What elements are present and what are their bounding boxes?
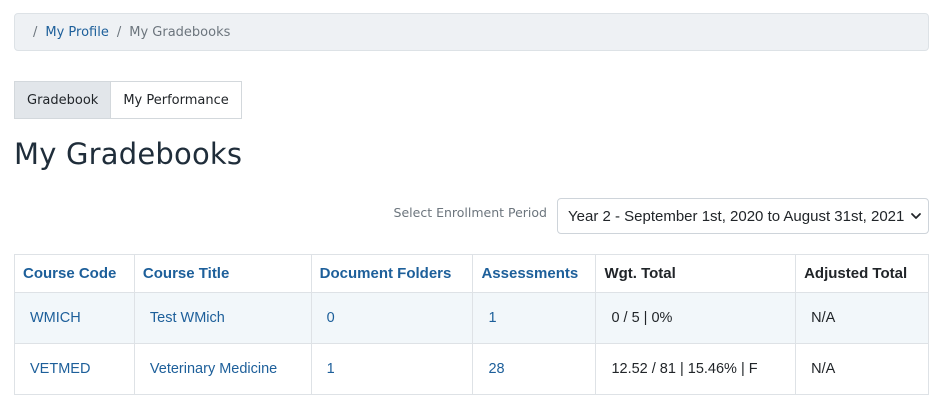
header-course-title[interactable]: Course Title [133,254,312,293]
course-title-link[interactable]: Test WMich [149,310,225,326]
assessments-link[interactable]: 28 [488,361,505,377]
course-code-link[interactable]: VETMED [30,361,91,377]
cell-document-folders: 1 [310,343,474,395]
cell-adjusted-total: N/A [795,343,929,395]
breadcrumb-link-my-profile[interactable]: My Profile [45,24,109,40]
course-title-link[interactable]: Veterinary Medicine [149,361,278,377]
cell-wgt-total: 0 / 5 | 0% [595,292,797,344]
page-title: My Gradebooks [14,137,243,171]
view-tabs: Gradebook My Performance [14,81,242,119]
table-row: WMICH Test WMich 0 1 0 / 5 | 0% N/A [14,292,929,344]
header-assessments[interactable]: Assessments [472,254,597,293]
breadcrumb: / My Profile / My Gradebooks [14,13,929,51]
cell-wgt-total: 12.52 / 81 | 15.46% | F [595,343,797,395]
header-document-folders[interactable]: Document Folders [310,254,474,293]
assessments-link[interactable]: 1 [488,310,497,326]
document-folders-link[interactable]: 1 [326,361,335,377]
cell-adjusted-total: N/A [795,292,929,344]
header-wgt-total: Wgt. Total [595,254,797,293]
cell-course-title: Test WMich [133,292,312,344]
document-folders-link[interactable]: 0 [326,310,335,326]
tab-gradebook[interactable]: Gradebook [14,81,112,119]
course-code-link[interactable]: WMICH [30,310,81,326]
gradebooks-table: Course Code Course Title Document Folder… [14,254,929,395]
tab-my-performance[interactable]: My Performance [111,81,242,119]
chevron-down-icon [911,213,921,219]
cell-document-folders: 0 [310,292,474,344]
cell-assessments: 28 [472,343,597,395]
breadcrumb-separator: / [116,24,122,40]
cell-course-code: VETMED [14,343,135,395]
enrollment-period-select[interactable]: Year 2 - September 1st, 2020 to August 3… [557,198,929,234]
table-row: VETMED Veterinary Medicine 1 28 12.52 / … [14,343,929,395]
header-course-code[interactable]: Course Code [14,254,135,293]
table-header-row: Course Code Course Title Document Folder… [14,254,929,293]
cell-course-title: Veterinary Medicine [133,343,312,395]
breadcrumb-separator: / [33,24,38,40]
cell-assessments: 1 [472,292,597,344]
cell-course-code: WMICH [14,292,135,344]
header-adjusted-total: Adjusted Total [795,254,929,293]
enrollment-period-label: Select Enrollment Period [393,205,547,220]
enrollment-period-value: Year 2 - September 1st, 2020 to August 3… [568,207,905,225]
breadcrumb-current: My Gradebooks [129,24,231,40]
